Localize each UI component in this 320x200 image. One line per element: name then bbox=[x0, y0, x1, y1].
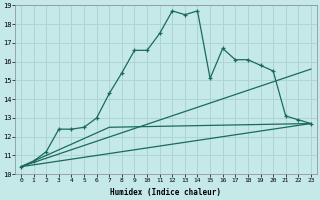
X-axis label: Humidex (Indice chaleur): Humidex (Indice chaleur) bbox=[110, 188, 221, 197]
